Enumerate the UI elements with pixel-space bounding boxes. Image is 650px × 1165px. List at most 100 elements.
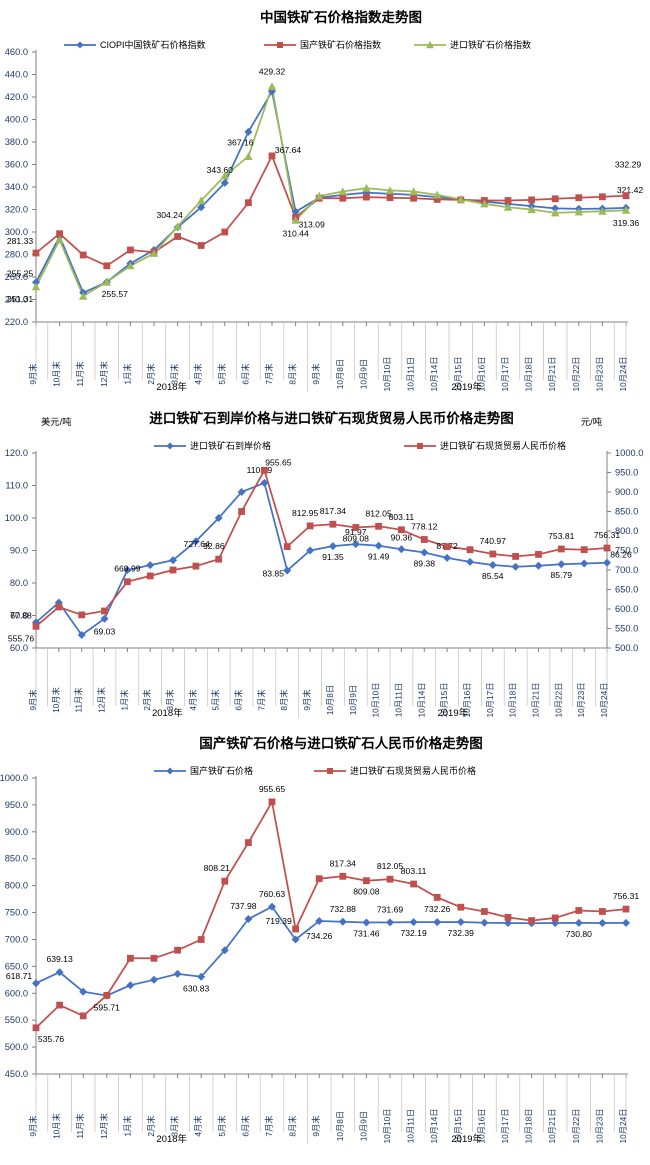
svg-text:803.11: 803.11 [389,512,415,522]
svg-text:10月末: 10月末 [52,1112,62,1139]
svg-text:11月末: 11月末 [74,687,84,713]
svg-text:进口铁矿石到岸价格与进口铁矿石现货贸易人民币价格走势图: 进口铁矿石到岸价格与进口铁矿石现货贸易人民币价格走势图 [149,410,514,426]
svg-text:1月末: 1月末 [122,363,132,385]
svg-text:进口铁矿石现货贸易人民币价格: 进口铁矿石现货贸易人民币价格 [440,440,566,451]
svg-text:国产铁矿石价格指数: 国产铁矿石价格指数 [300,39,381,50]
svg-text:1000.0: 1000.0 [0,773,28,783]
svg-text:8月末: 8月末 [288,1115,298,1137]
svg-text:10月17日: 10月17日 [500,1108,510,1143]
svg-text:732.88: 732.88 [330,904,357,914]
svg-text:83.85: 83.85 [262,569,284,579]
svg-text:110.0: 110.0 [5,481,28,491]
svg-text:950.0: 950.0 [615,468,638,478]
svg-text:719.39: 719.39 [265,916,292,926]
svg-text:60.0: 60.0 [10,643,28,653]
svg-text:12月末: 12月末 [99,1112,109,1139]
svg-text:367.16: 367.16 [227,137,254,147]
svg-text:12月末: 12月末 [99,360,109,387]
svg-text:10月23日: 10月23日 [594,356,604,391]
svg-text:美元/吨: 美元/吨 [41,416,71,427]
svg-text:91.35: 91.35 [322,552,344,562]
svg-text:535.76: 535.76 [38,1034,65,1044]
svg-text:10月8日: 10月8日 [325,685,335,715]
svg-text:10月9日: 10月9日 [358,1111,368,1141]
svg-text:进口铁矿石现货贸易人民币价格: 进口铁矿石现货贸易人民币价格 [350,765,476,776]
svg-text:320.0: 320.0 [5,205,28,215]
svg-text:5月末: 5月末 [217,1115,227,1137]
svg-text:85.79: 85.79 [551,570,573,580]
svg-text:809.08: 809.08 [353,887,380,897]
svg-text:进口铁矿石价格指数: 进口铁矿石价格指数 [450,39,531,50]
svg-text:310.44: 310.44 [282,228,309,238]
svg-text:80.0: 80.0 [10,578,28,588]
svg-text:10月18日: 10月18日 [524,356,534,391]
svg-text:12月末: 12月末 [97,686,107,713]
svg-text:2月末: 2月末 [146,363,156,385]
svg-text:450.0: 450.0 [5,1069,28,1079]
svg-text:2019年: 2019年 [451,1133,482,1145]
svg-text:650.0: 650.0 [615,585,638,595]
svg-text:753.81: 753.81 [548,531,575,541]
svg-text:220.0: 220.0 [5,317,28,327]
svg-text:950.0: 950.0 [5,800,28,810]
svg-text:7月末: 7月末 [264,363,274,385]
svg-text:280.0: 280.0 [5,250,28,260]
svg-text:321.42: 321.42 [617,185,644,195]
svg-text:420.0: 420.0 [5,92,28,102]
svg-text:10月17日: 10月17日 [485,682,495,717]
svg-text:10月23日: 10月23日 [594,1108,604,1143]
svg-text:1000.0: 1000.0 [615,448,643,458]
svg-text:10月21日: 10月21日 [531,682,541,717]
svg-text:812.95: 812.95 [292,508,319,518]
svg-text:10月11日: 10月11日 [406,357,416,391]
svg-text:500.0: 500.0 [615,643,638,653]
svg-text:100.0: 100.0 [5,513,28,523]
svg-text:10月24日: 10月24日 [618,1108,628,1143]
svg-text:255.57: 255.57 [102,289,129,299]
svg-text:91.49: 91.49 [368,552,390,562]
svg-text:9月末: 9月末 [311,363,321,385]
svg-text:10月24日: 10月24日 [599,682,609,717]
svg-text:618.71: 618.71 [6,971,33,981]
svg-text:5月末: 5月末 [211,689,221,711]
svg-text:600.0: 600.0 [5,988,28,998]
svg-text:10月22日: 10月22日 [571,356,581,391]
svg-text:756.31: 756.31 [613,891,640,901]
svg-text:700.0: 700.0 [615,565,638,575]
svg-text:4月末: 4月末 [193,1115,203,1137]
svg-text:69.03: 69.03 [94,627,116,637]
svg-text:734.26: 734.26 [306,931,333,941]
svg-text:817.34: 817.34 [320,506,347,516]
svg-text:750.0: 750.0 [5,908,28,918]
svg-text:67.88: 67.88 [10,610,32,620]
svg-text:400.0: 400.0 [5,115,28,125]
svg-text:89.38: 89.38 [414,559,436,569]
svg-text:2019年: 2019年 [451,381,482,393]
svg-text:85.54: 85.54 [482,571,504,581]
svg-text:CIOPI中国铁矿石价格指数: CIOPI中国铁矿石价格指数 [100,39,206,50]
svg-text:9月末: 9月末 [28,1115,38,1137]
svg-text:4月末: 4月末 [193,363,203,385]
svg-text:9月末: 9月末 [311,1115,321,1137]
svg-text:650.0: 650.0 [5,961,28,971]
svg-text:11月末: 11月末 [75,1113,85,1139]
svg-text:11月末: 11月末 [75,361,85,387]
svg-text:10月末: 10月末 [52,360,62,387]
svg-text:440.0: 440.0 [5,70,28,80]
svg-text:955.65: 955.65 [265,457,292,467]
svg-text:10月10日: 10月10日 [371,682,381,717]
svg-text:10月9日: 10月9日 [358,359,368,389]
svg-text:6月末: 6月末 [240,363,250,385]
svg-text:251.31: 251.31 [7,294,34,304]
svg-text:10月21日: 10月21日 [547,1108,557,1143]
svg-text:727.64: 727.64 [184,539,211,549]
svg-text:1月末: 1月末 [122,1115,132,1137]
svg-text:10月18日: 10月18日 [508,682,518,717]
svg-text:86.26: 86.26 [610,550,632,560]
svg-text:429.32: 429.32 [259,67,286,77]
svg-text:778.12: 778.12 [411,522,438,532]
svg-text:555.76: 555.76 [8,633,35,643]
svg-text:10月21日: 10月21日 [547,356,557,391]
svg-text:319.36: 319.36 [613,218,640,228]
svg-text:2月末: 2月末 [146,1115,156,1137]
